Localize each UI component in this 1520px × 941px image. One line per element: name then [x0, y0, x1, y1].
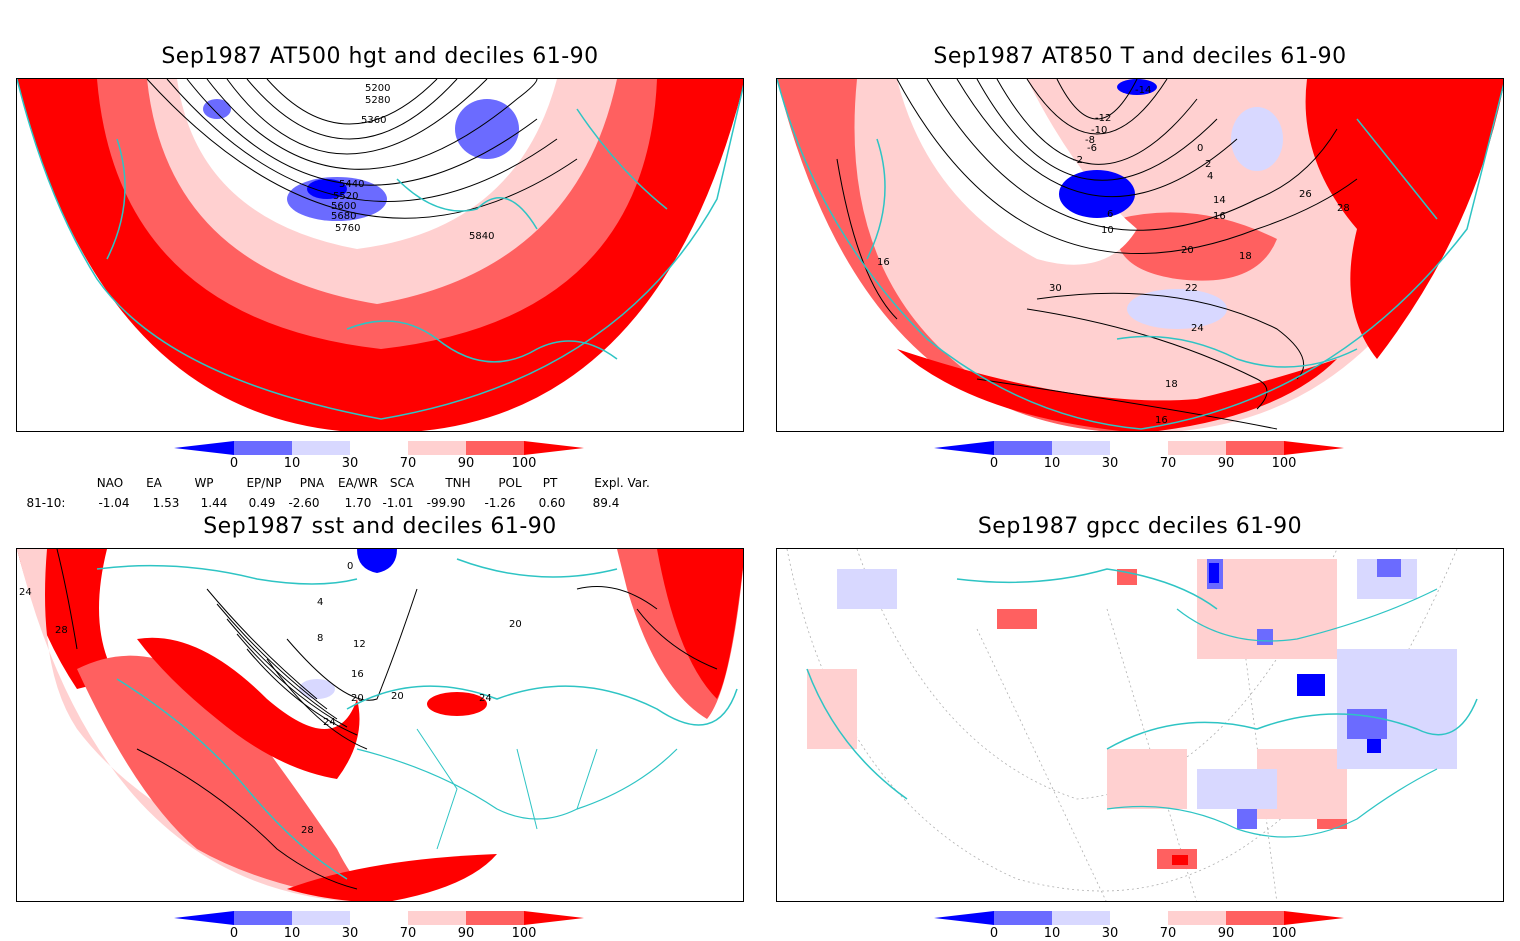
- cb-seg: [174, 441, 234, 455]
- panel3-colorbar: 0 10 30 70 90 100: [174, 910, 594, 941]
- cb-seg: [1168, 441, 1226, 455]
- index-name: Expl. Var.: [594, 476, 650, 490]
- panel3-title: Sep1987 sst and deciles 61-90: [203, 514, 557, 539]
- cb-seg: [934, 911, 994, 925]
- cb-tick: 0: [229, 456, 239, 471]
- cb-seg: [466, 441, 524, 455]
- cb-seg: [408, 911, 466, 925]
- panel1-map: 5200 5280 5360 5440 5520 5600 5680 5760 …: [16, 78, 744, 432]
- cb-seg: [292, 441, 350, 455]
- panel4-colorbar: 0 10 30 70 90 100: [934, 910, 1354, 941]
- cb-tick: 90: [457, 926, 475, 941]
- cb-seg: [466, 911, 524, 925]
- index-value: 1.53: [152, 496, 180, 510]
- cb-seg: [1226, 911, 1284, 925]
- cb-seg: [234, 441, 292, 455]
- index-value: -1.04: [98, 496, 130, 510]
- cb-tick: 10: [283, 456, 301, 471]
- index-value: 0.49: [248, 496, 276, 510]
- cb-tick: 100: [1271, 926, 1297, 941]
- teleconnection-indices: 81-10: NAO EA WP EP/NP PNA EA/WR SCA TNH…: [0, 474, 720, 514]
- cb-seg: [350, 911, 408, 925]
- index-value: -1.26: [484, 496, 516, 510]
- index-name: PT: [542, 476, 558, 490]
- panel2-colorbar: 0 10 30 70 90 100: [934, 440, 1354, 471]
- cb-tick: 100: [1271, 456, 1297, 471]
- cb-seg: [524, 441, 584, 455]
- cb-tick: 10: [283, 926, 301, 941]
- cb-seg: [174, 911, 234, 925]
- cb-seg: [1110, 441, 1168, 455]
- cb-seg: [1284, 441, 1344, 455]
- cb-tick: 70: [399, 456, 417, 471]
- cb-seg: [234, 911, 292, 925]
- index-name: NAO: [96, 476, 124, 490]
- cb-tick: 0: [229, 926, 239, 941]
- cb-tick: 30: [1101, 926, 1119, 941]
- cb-seg: [1052, 911, 1110, 925]
- cb-tick: 90: [1217, 926, 1235, 941]
- cb-tick: 70: [1159, 926, 1177, 941]
- cb-seg: [1226, 441, 1284, 455]
- cb-tick: 10: [1043, 456, 1061, 471]
- panel4-title: Sep1987 gpcc deciles 61-90: [977, 514, 1303, 539]
- cb-seg: [1284, 911, 1344, 925]
- index-name: EA/WR: [337, 476, 379, 490]
- cb-tick: 100: [511, 926, 537, 941]
- index-name: WP: [194, 476, 214, 490]
- index-value: -2.60: [288, 496, 320, 510]
- cb-tick: 90: [457, 456, 475, 471]
- cb-tick: 90: [1217, 456, 1235, 471]
- panel4-map: [776, 548, 1504, 902]
- cb-tick: 30: [341, 926, 359, 941]
- index-value: -99.90: [426, 496, 466, 510]
- cb-tick: 100: [511, 456, 537, 471]
- cb-tick: 30: [1101, 456, 1119, 471]
- index-value: 0.60: [538, 496, 566, 510]
- cb-seg: [934, 441, 994, 455]
- panel1-colorbar: 0 10 30 70 90 100: [174, 440, 594, 471]
- cb-seg: [350, 441, 408, 455]
- index-value: -1.01: [382, 496, 414, 510]
- cb-seg: [1168, 911, 1226, 925]
- cb-tick: 0: [989, 456, 999, 471]
- cb-seg: [524, 911, 584, 925]
- cb-tick: 70: [399, 926, 417, 941]
- index-name: PNA: [299, 476, 325, 490]
- index-value: 1.44: [200, 496, 228, 510]
- index-name: EA: [146, 476, 162, 490]
- panel3-map: 0 4 8 12 16 20 20 24 24 28 24 28 20: [16, 548, 744, 902]
- cb-tick: 70: [1159, 456, 1177, 471]
- index-name: SCA: [389, 476, 415, 490]
- cb-tick: 30: [341, 456, 359, 471]
- cb-seg: [408, 441, 466, 455]
- index-value: 89.4: [592, 496, 620, 510]
- index-name: POL: [498, 476, 522, 490]
- cb-seg: [994, 911, 1052, 925]
- index-name: EP/NP: [246, 476, 282, 490]
- cb-seg: [1052, 441, 1110, 455]
- cb-tick: 0: [989, 926, 999, 941]
- panel1-title: Sep1987 AT500 hgt and deciles 61-90: [161, 44, 599, 69]
- cb-seg: [292, 911, 350, 925]
- cb-seg: [994, 441, 1052, 455]
- cb-seg: [1110, 911, 1168, 925]
- indices-row-label: 81-10:: [26, 496, 66, 510]
- cb-tick: 10: [1043, 926, 1061, 941]
- panel2-title: Sep1987 AT850 T and deciles 61-90: [933, 44, 1347, 69]
- index-value: 1.70: [344, 496, 372, 510]
- panel2-map: -14 -12 -10 -8 -6 -2 0 2 4 6 10 14 16 18…: [776, 78, 1504, 432]
- index-name: TNH: [445, 476, 471, 490]
